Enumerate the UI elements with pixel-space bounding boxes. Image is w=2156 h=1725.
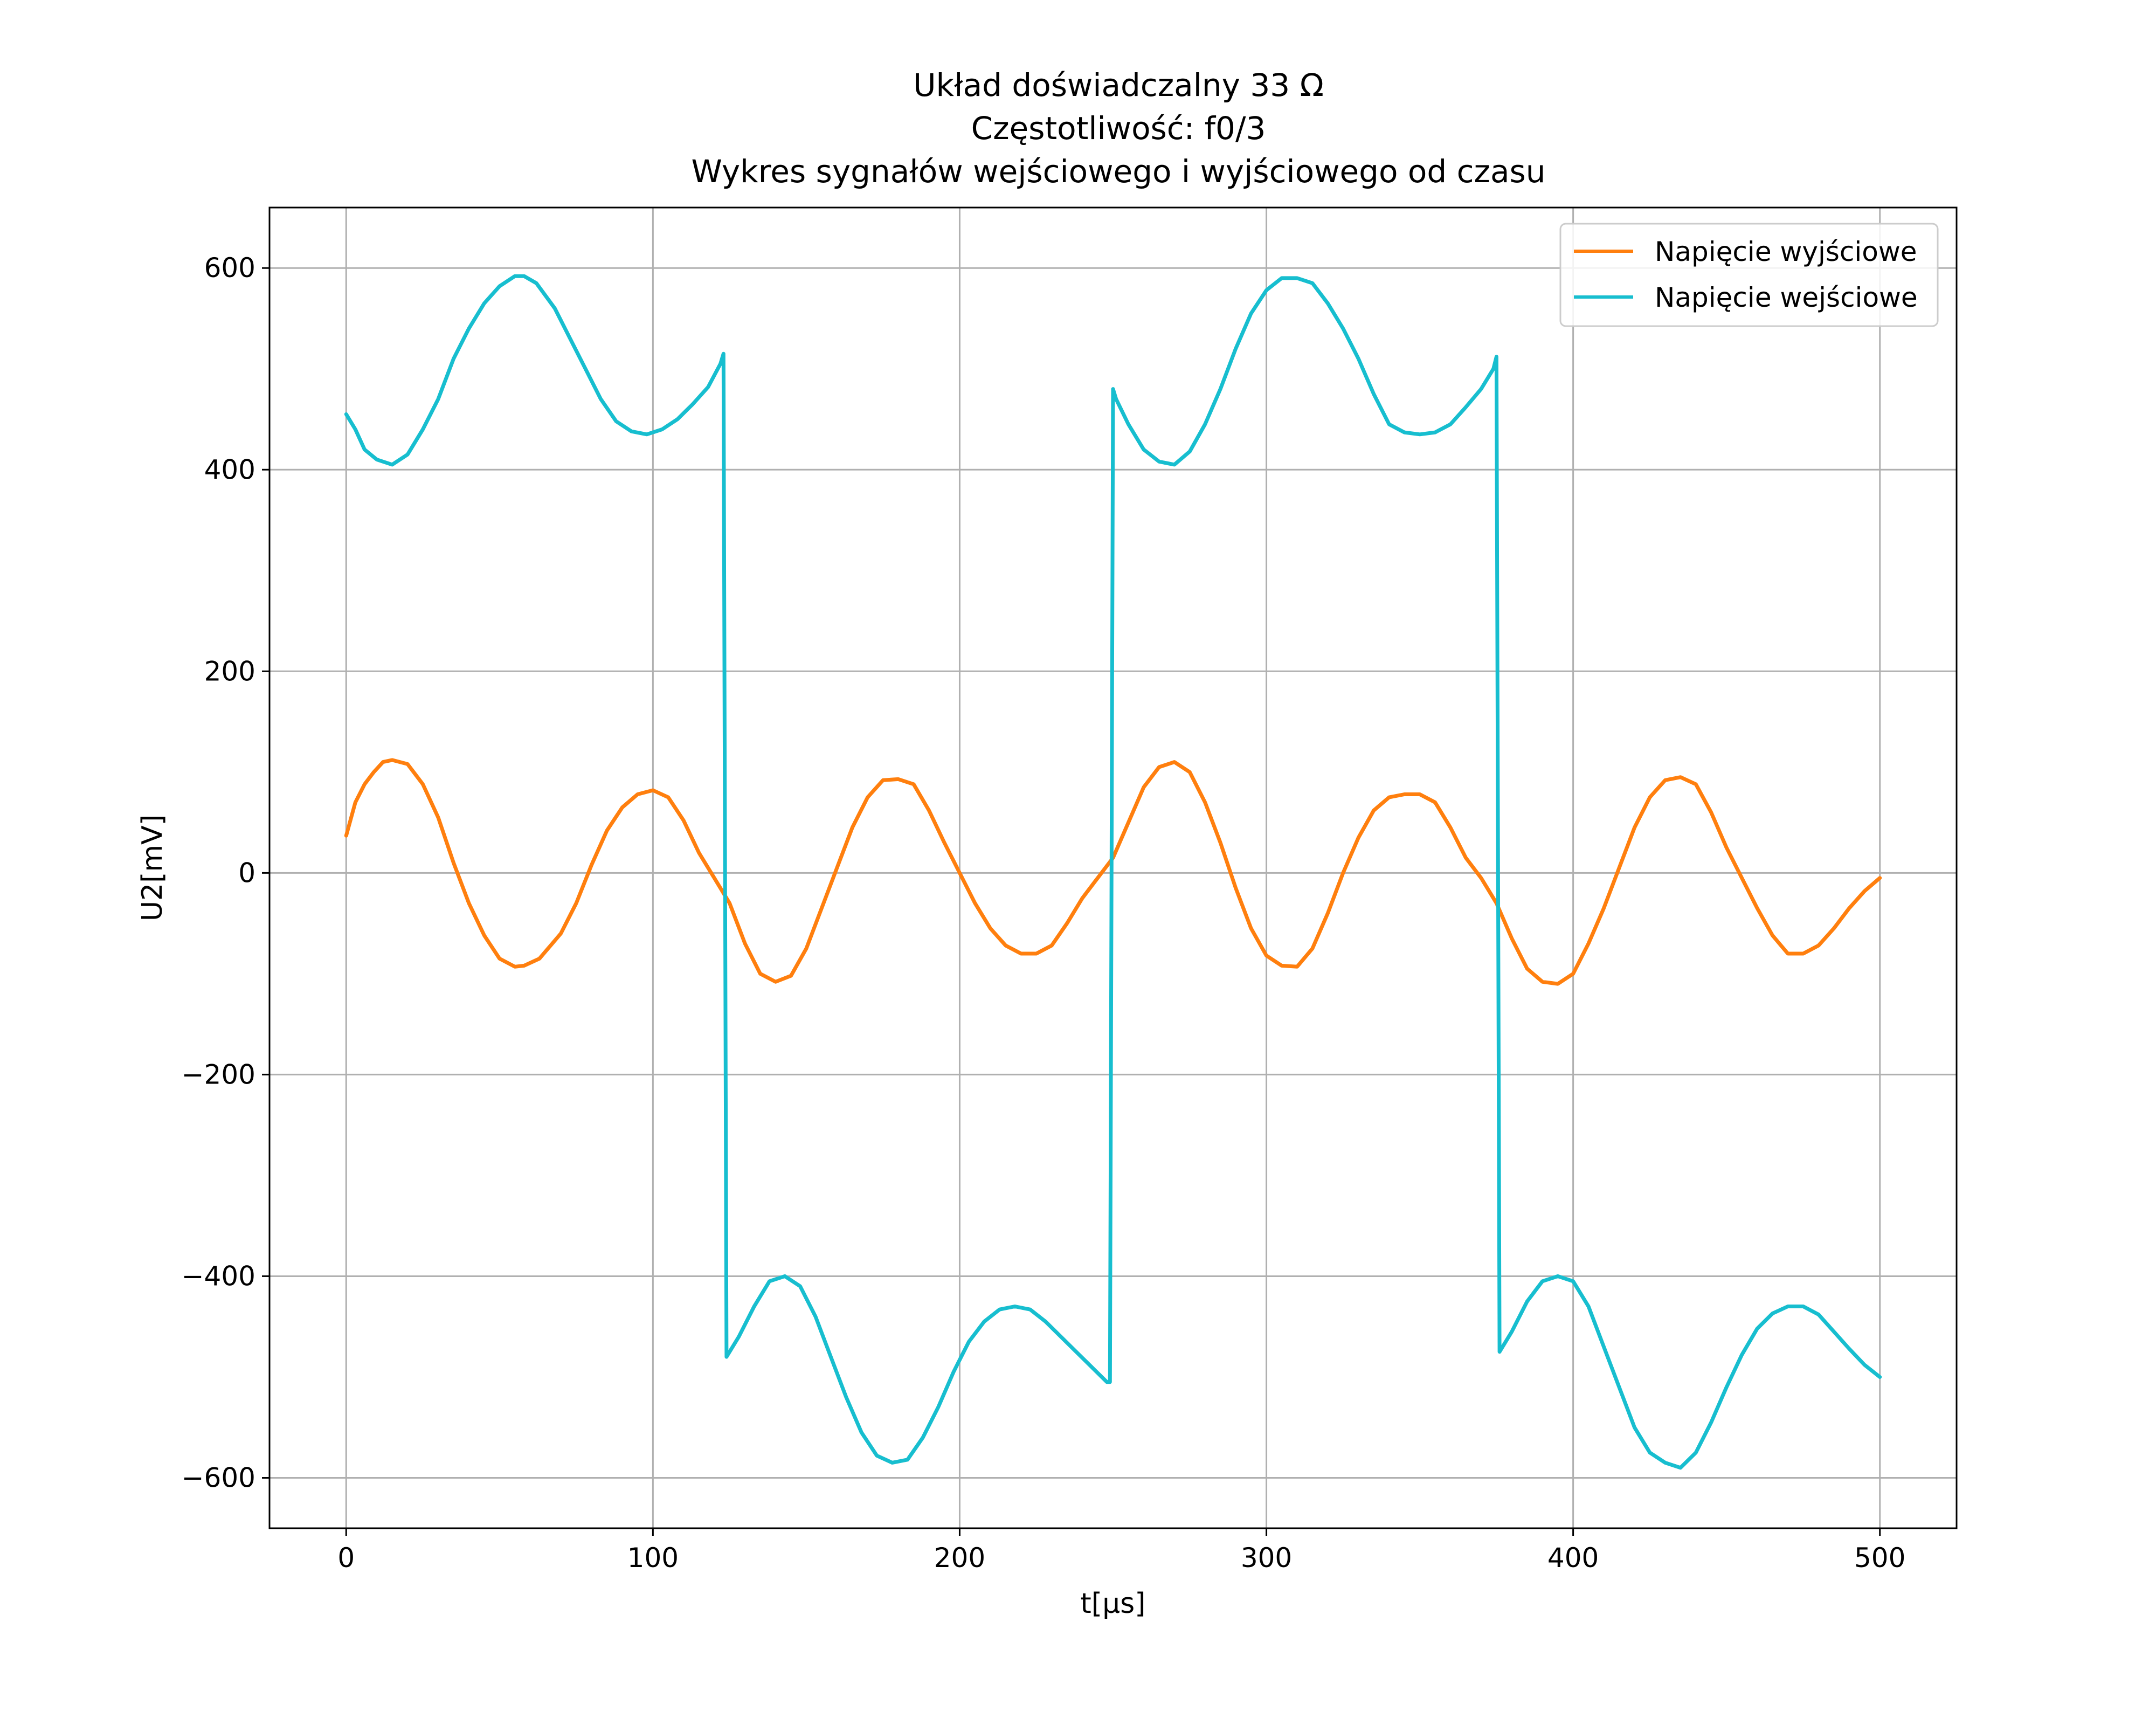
- x-axis-label: t[μs]: [1080, 1588, 1145, 1620]
- y-tick-label: −400: [182, 1260, 255, 1292]
- legend: Napięcie wyjściowe Napięcie wejściowe: [1559, 223, 1939, 327]
- x-tick-label: 200: [934, 1542, 985, 1574]
- y-tick-label: 400: [204, 454, 255, 485]
- x-tick-label: 400: [1547, 1542, 1599, 1574]
- y-tick-label: 0: [238, 857, 255, 888]
- x-tick-label: 0: [337, 1542, 355, 1574]
- x-tick-label: 300: [1241, 1542, 1292, 1574]
- series-line-input: [344, 274, 1882, 1470]
- legend-label-input: Napięcie wejściowe: [1655, 282, 1918, 313]
- y-tick-label: −200: [182, 1059, 255, 1090]
- x-tick-label: 100: [627, 1542, 679, 1574]
- y-axis-label: U2[mV]: [136, 815, 169, 921]
- axis-ticks: 0 100 200 300 400 500 −600 −400 −200 0 200 400 600: [182, 252, 1906, 1574]
- chart-title-line-3: Wykres sygnałów wejściowego i wyjścioweg…: [691, 153, 1545, 190]
- y-tick-label: 200: [204, 656, 255, 687]
- series-line-output: [344, 758, 1882, 986]
- y-tick-label: 600: [204, 252, 255, 284]
- legend-box: [1559, 223, 1939, 327]
- grid: [270, 208, 1957, 1528]
- plot-frame: [268, 206, 1958, 1529]
- plot-area-series: [344, 274, 1882, 1470]
- chart-title-line-2: Częstotliwość: f0/3: [971, 110, 1266, 147]
- legend-label-output: Napięcie wyjściowe: [1655, 236, 1917, 267]
- x-tick-label: 500: [1854, 1542, 1905, 1574]
- chart-title-line-1: Układ doświadczalny 33 Ω: [913, 67, 1324, 104]
- y-tick-label: −600: [182, 1462, 255, 1493]
- chart-title: Układ doświadczalny 33 Ω Częstotliwość: …: [691, 67, 1545, 190]
